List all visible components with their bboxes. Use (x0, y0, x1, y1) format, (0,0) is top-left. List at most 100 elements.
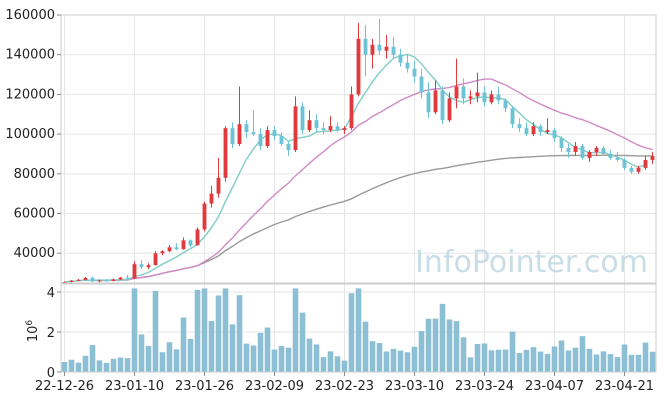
volume-bar (82, 355, 89, 372)
candle-body (643, 159, 648, 168)
volume-bar (159, 352, 166, 372)
candle-body (552, 130, 557, 139)
candle-body (587, 151, 592, 158)
candle-body (573, 146, 578, 152)
volume-bar (607, 354, 614, 372)
candle-body (76, 279, 81, 281)
candle-body (188, 240, 193, 246)
candle-body (83, 277, 88, 280)
volume-bar (495, 349, 502, 372)
price-tick-label: 40000 (14, 246, 55, 261)
candle-body (69, 280, 74, 283)
candle-body (265, 130, 270, 147)
candle-body (370, 44, 375, 55)
volume-bar (362, 321, 369, 372)
candle-body (426, 92, 431, 113)
price-panel-frame (60, 14, 657, 284)
candle-body (524, 128, 529, 135)
candle-body (307, 120, 312, 131)
candle-body (531, 126, 536, 135)
volume-bar (166, 342, 173, 372)
volume-layer (61, 288, 656, 372)
candle-body (475, 92, 480, 97)
candle-body (314, 120, 319, 129)
volume-bar (131, 288, 138, 372)
candle-body (601, 148, 606, 154)
candle-body (461, 86, 466, 99)
volume-bar (432, 318, 439, 372)
volume-bar (551, 346, 558, 372)
volume-bar (229, 324, 236, 372)
candle-body (489, 94, 494, 103)
ma-mid-line (78, 78, 653, 282)
volume-bar (180, 317, 187, 372)
ma-short-line (64, 53, 646, 283)
volume-bar (313, 344, 320, 372)
volume-tick-label: 2 (47, 326, 55, 341)
x-tick-label: 23-01-26 (175, 379, 234, 394)
candle-body (482, 92, 487, 103)
volume-bar (558, 340, 565, 372)
candle-body (132, 264, 137, 279)
candle-body (174, 247, 179, 250)
candle-body (104, 280, 109, 282)
candle-body (622, 159, 627, 168)
volume-bar (467, 357, 474, 372)
volume-bar (215, 295, 222, 372)
ma-short-layer (64, 53, 646, 283)
x-tick-label: 23-03-10 (385, 379, 444, 394)
volume-bar (236, 295, 243, 372)
candle-body (356, 38, 361, 95)
volume-bar (124, 358, 131, 372)
candle-body (538, 126, 543, 133)
candle-body (125, 277, 130, 279)
candle-body (195, 229, 200, 246)
volume-bar (544, 353, 551, 372)
candle-body (160, 251, 165, 254)
volume-bar (187, 338, 194, 372)
candle-body (167, 247, 172, 252)
candle-body (468, 96, 473, 99)
volume-bar (600, 351, 607, 372)
candle-body (335, 126, 340, 131)
volume-bar (145, 345, 152, 372)
volume-tick-label: 4 (47, 286, 55, 301)
volume-bar (292, 288, 299, 372)
candle-body (510, 108, 515, 125)
candle-body (433, 90, 438, 113)
x-axis-ticks: 22-12-26 23-01-10 23-01-26 23-02-09 23-02-23… (35, 372, 654, 394)
candle-body (244, 124, 249, 133)
candle-body (503, 100, 508, 109)
volume-bar (635, 354, 642, 372)
volume-bar (516, 352, 523, 372)
candle-body (258, 134, 263, 147)
volume-bar (453, 321, 460, 372)
candle-body (496, 94, 501, 101)
volume-bar (110, 358, 117, 372)
candle-body (447, 98, 452, 121)
volume-bar (509, 331, 516, 372)
x-tick-label: 23-02-23 (315, 379, 374, 394)
candle-body (349, 94, 354, 129)
price-tick-label: 80000 (14, 167, 55, 182)
volume-bar (481, 343, 488, 372)
candle-body (328, 126, 333, 131)
volume-bar (404, 352, 411, 372)
volume-bar (327, 351, 334, 372)
volume-bar (649, 351, 656, 372)
volume-bar (271, 349, 278, 372)
volume-bar (530, 347, 537, 372)
candle-body (517, 124, 522, 129)
candle-body (209, 193, 214, 204)
x-tick-label: 23-01-10 (105, 379, 164, 394)
volume-bar (89, 345, 96, 372)
candle-body (279, 136, 284, 145)
candle-body (97, 280, 102, 282)
volume-bar (411, 346, 418, 372)
candle-body (615, 157, 620, 160)
volume-bar (390, 348, 397, 372)
price-axis-ticks: 40000 60000 80000 100000 120000 140000 160000 (5, 8, 61, 261)
volume-bar (642, 342, 649, 372)
volume-bar (103, 362, 110, 372)
price-tick-label: 120000 (5, 87, 55, 102)
